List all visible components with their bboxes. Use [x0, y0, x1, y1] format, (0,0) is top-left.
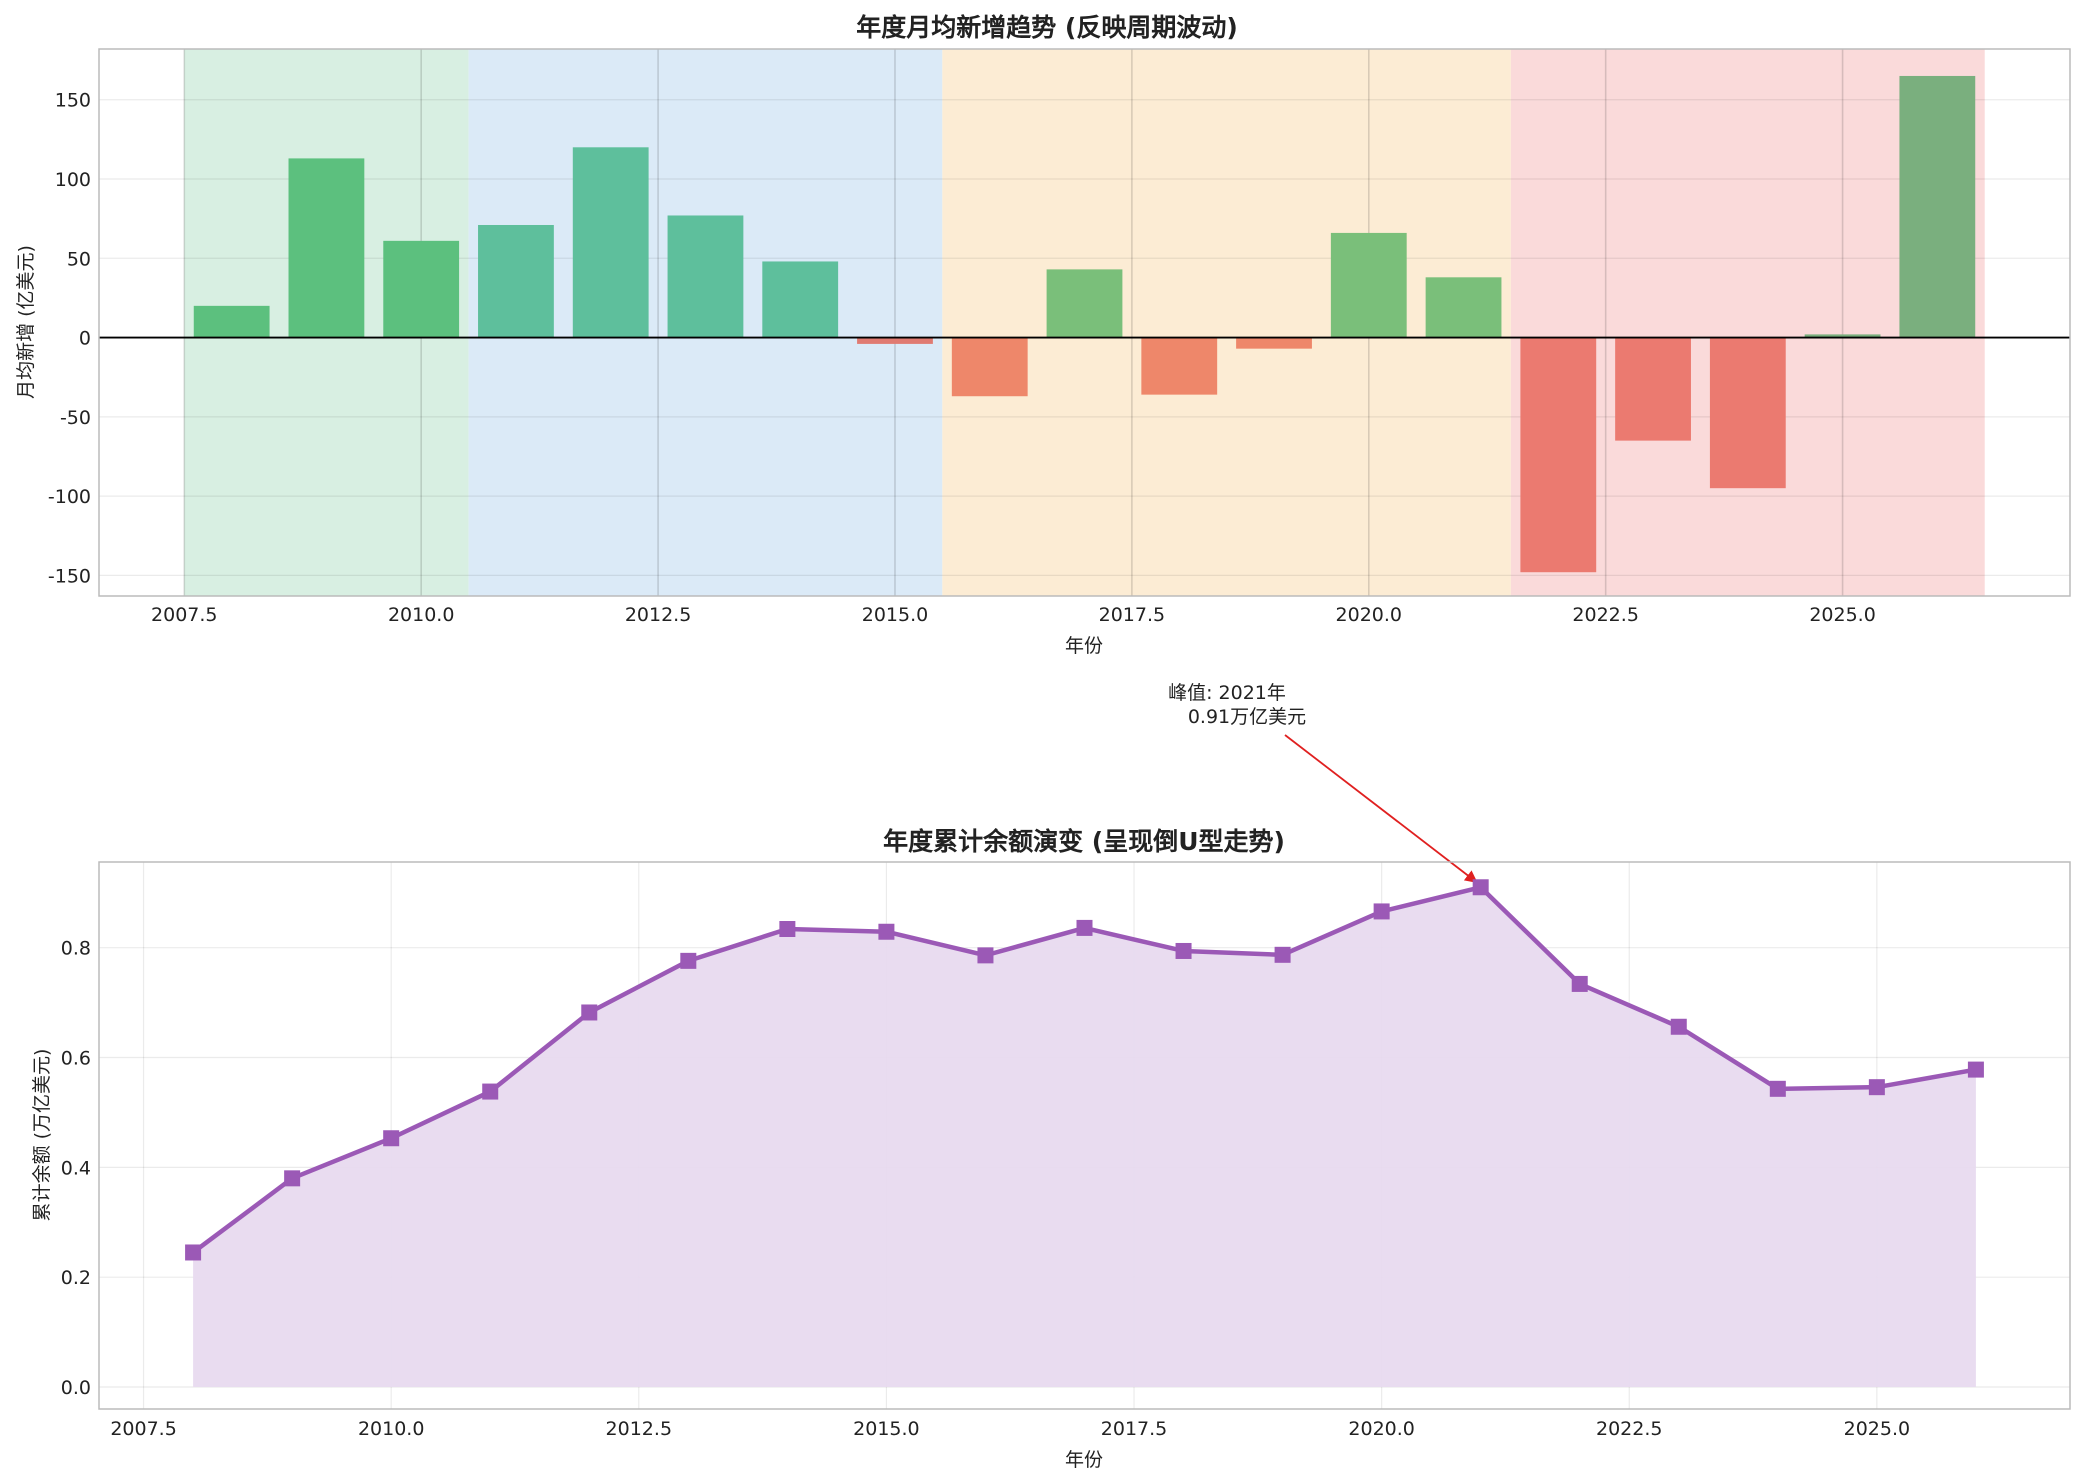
bar-2023 — [1615, 337, 1691, 441]
top-chart-title: 年度月均新增趋势 (反映周期波动) — [856, 13, 1238, 42]
bar-2008 — [193, 305, 270, 338]
point-2017 — [1076, 919, 1093, 936]
point-2010 — [383, 1130, 400, 1147]
bottom-y-axis-label: 累计余额 (万亿美元) — [31, 1049, 53, 1222]
top-y-tick-label-1: 100 — [55, 169, 91, 191]
top-y-tick-label-3: 0 — [79, 328, 91, 350]
top-y-axis-label: 月均新增 (亿美元) — [15, 245, 37, 399]
bar-2015 — [857, 337, 933, 344]
bar-2026 — [1899, 75, 1976, 338]
point-2023 — [1670, 1018, 1687, 1035]
top-y-tick-label-5: -100 — [48, 486, 91, 508]
point-2022 — [1571, 975, 1588, 992]
bottom-x-tick-label-6: 2022.5 — [1596, 1418, 1662, 1440]
bar-2019 — [1236, 337, 1312, 349]
top-y-tick-label-2: 50 — [67, 248, 91, 270]
bar-2012 — [572, 147, 649, 338]
bar-2021 — [1425, 277, 1502, 338]
bottom-x-tick-label-0: 2007.5 — [110, 1418, 176, 1440]
bottom-x-tick-label-7: 2025.0 — [1844, 1418, 1910, 1440]
bar-2024 — [1709, 337, 1786, 489]
point-2013 — [680, 952, 697, 969]
annotation-line-1: 峰值: 2021年 — [1168, 682, 1286, 704]
monthly-increase-bar-chart: 年度月均新增趋势 (反映周期波动) 150 100 50 0 -50 -100 -150 20… — [15, 13, 2071, 657]
bottom-plot-frame — [98, 861, 2071, 1410]
annotation-arrow — [1284, 734, 1478, 884]
bar-2016 — [951, 337, 1028, 397]
bar-2011 — [478, 224, 554, 338]
top-x-tick-label-5: 2020.0 — [1336, 604, 1402, 626]
point-2011 — [482, 1083, 499, 1100]
bottom-y-tick-label-2: 0.4 — [61, 1157, 91, 1179]
top-x-tick-label-0: 2007.5 — [151, 604, 217, 626]
balance-area-fill — [193, 887, 1976, 1388]
bottom-x-axis-label: 年份 — [1065, 1449, 1103, 1471]
top-x-axis-label: 年份 — [1065, 635, 1103, 657]
point-2021 — [1472, 879, 1489, 896]
peak-annotation: 峰值: 2021年 0.91万亿美元 — [1168, 682, 1478, 884]
bar-2017 — [1046, 269, 1123, 338]
bottom-y-tick-label-1: 0.2 — [61, 1267, 91, 1289]
point-2025 — [1868, 1079, 1885, 1096]
top-y-tick-label-6: -150 — [48, 565, 91, 587]
point-2026 — [1967, 1061, 1984, 1078]
top-y-tick-label-0: 150 — [55, 90, 91, 112]
top-y-tick-label-4: -50 — [60, 407, 91, 429]
bottom-y-tick-label-3: 0.6 — [61, 1048, 91, 1070]
top-x-tick-label-3: 2015.0 — [862, 604, 928, 626]
bottom-y-tick-label-4: 0.8 — [61, 938, 91, 960]
bar-2020 — [1330, 232, 1407, 338]
bottom-x-tick-label-5: 2020.0 — [1348, 1418, 1414, 1440]
bottom-x-tick-label-3: 2015.0 — [853, 1418, 919, 1440]
bottom-x-tick-label-4: 2017.5 — [1101, 1418, 1167, 1440]
point-2015 — [878, 923, 895, 940]
bar-2014 — [762, 261, 839, 338]
point-2009 — [284, 1170, 301, 1187]
top-x-tick-label-1: 2010.0 — [388, 604, 454, 626]
bar-2022 — [1520, 337, 1597, 573]
bottom-y-tick-label-0: 0.0 — [61, 1377, 91, 1399]
top-x-tick-label-6: 2022.5 — [1572, 604, 1638, 626]
top-x-tick-label-4: 2017.5 — [1099, 604, 1165, 626]
point-2008 — [185, 1244, 202, 1261]
bar-2025 — [1804, 334, 1881, 338]
cumulative-balance-area-chart: 年度累计余额演变 (呈现倒U型走势) 0.0 0.2 0.4 0.6 0.8 2007.5… — [31, 827, 2071, 1471]
bottom-x-tick-label-1: 2010.0 — [358, 1418, 424, 1440]
point-2018 — [1175, 942, 1192, 959]
top-x-tick-label-2: 2012.5 — [625, 604, 691, 626]
top-plot-frame — [98, 48, 2071, 597]
point-2019 — [1274, 946, 1291, 963]
bar-2013 — [667, 215, 744, 338]
point-2014 — [779, 921, 796, 938]
bar-2010 — [383, 240, 460, 338]
phase-band-2 — [942, 49, 1511, 596]
point-2024 — [1769, 1080, 1786, 1097]
bottom-chart-title: 年度累计余额演变 (呈现倒U型走势) — [883, 827, 1285, 856]
annotation-line-2: 0.91万亿美元 — [1188, 706, 1306, 728]
bottom-x-tick-label-2: 2012.5 — [606, 1418, 672, 1440]
point-2020 — [1373, 903, 1390, 920]
bar-2018 — [1141, 337, 1218, 395]
point-2016 — [977, 947, 994, 964]
point-2012 — [581, 1004, 598, 1021]
top-x-tick-label-7: 2025.0 — [1809, 604, 1875, 626]
bar-2009 — [288, 158, 365, 338]
